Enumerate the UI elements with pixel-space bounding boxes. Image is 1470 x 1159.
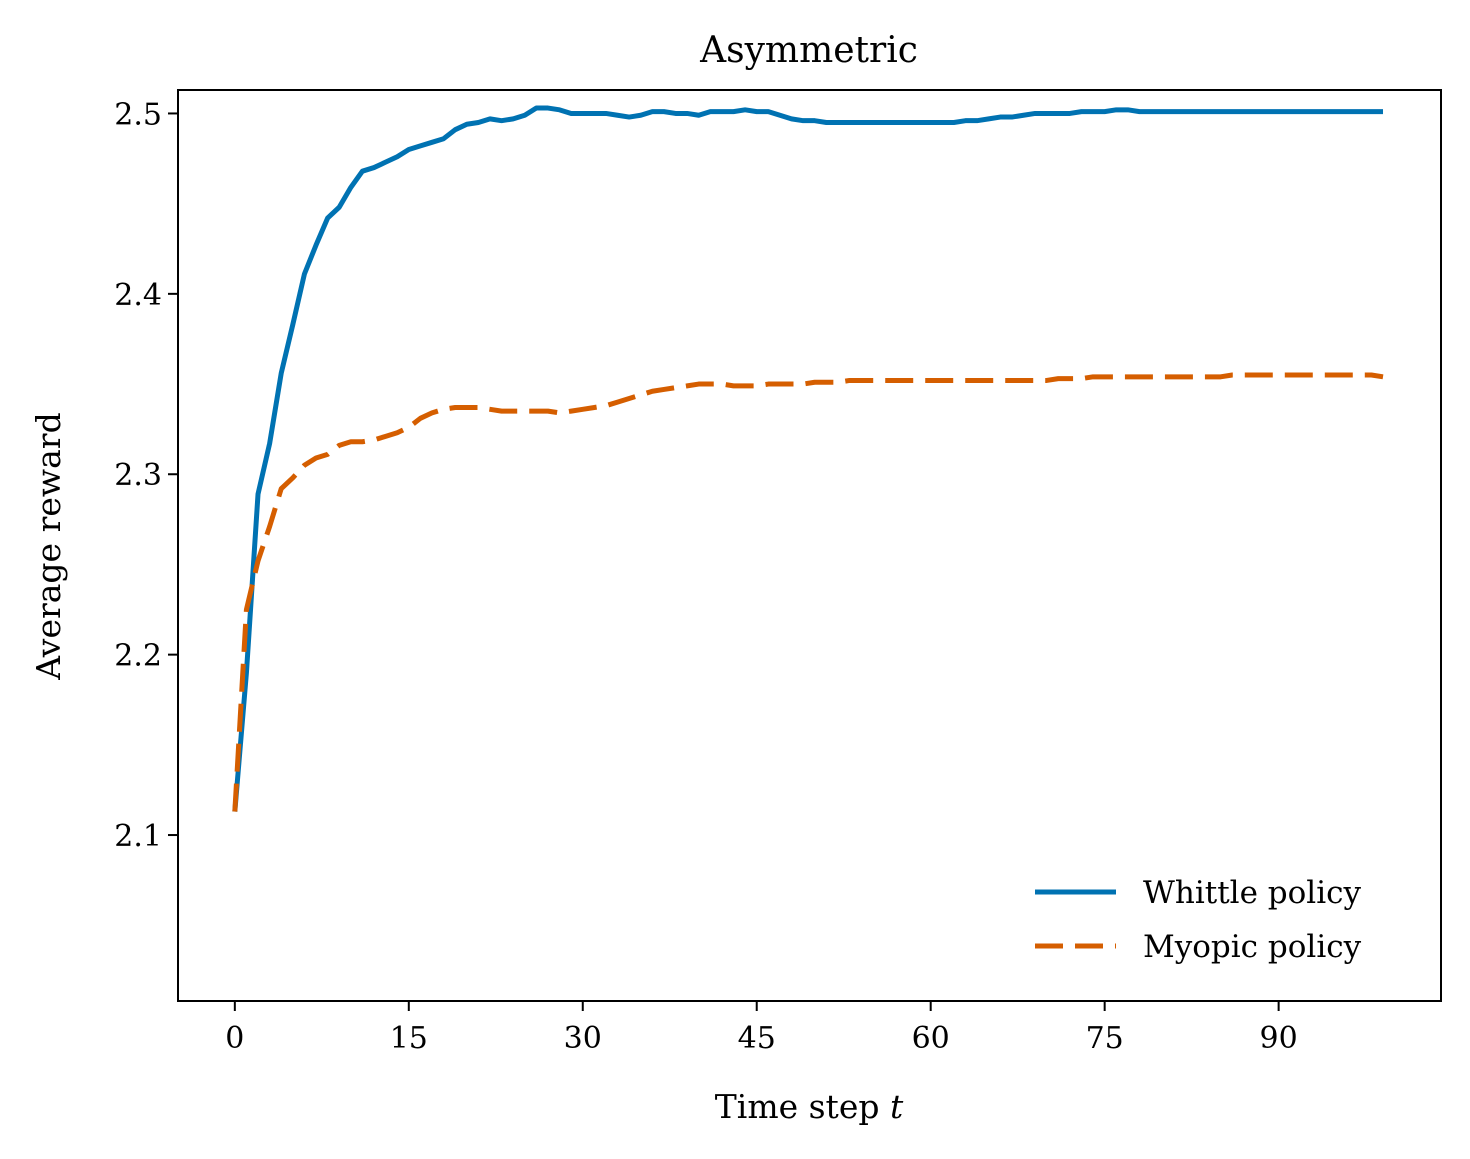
y-tick-label: 2.1 — [114, 819, 162, 854]
x-tick-label: 90 — [1260, 1021, 1298, 1056]
series-line-myopic — [232, 372, 1384, 812]
x-axis: 0 15 30 45 60 75 90 — [225, 1001, 1298, 1056]
chart-title: Asymmetric — [699, 30, 918, 71]
y-axis-label: Average reward — [29, 412, 68, 680]
series-layer — [232, 105, 1384, 812]
legend-label: Myopic policy — [1143, 929, 1362, 965]
legend: Whittle policy Myopic policy — [1035, 875, 1362, 965]
y-axis: 2.1 2.2 2.3 2.4 2.5 — [114, 97, 178, 854]
series-line-whittle — [232, 105, 1384, 812]
x-tick-label: 15 — [390, 1021, 428, 1056]
x-axis-label: Time step t — [715, 1087, 904, 1126]
plot-frame — [177, 89, 1442, 1002]
y-tick-label: 2.2 — [114, 639, 162, 674]
x-tick-label: 60 — [912, 1021, 950, 1056]
y-tick-label: 2.5 — [114, 97, 162, 132]
x-tick-label: 45 — [738, 1021, 776, 1056]
x-tick-label: 30 — [564, 1021, 602, 1056]
y-tick-label: 2.3 — [114, 458, 162, 493]
legend-label: Whittle policy — [1143, 875, 1361, 911]
x-tick-label: 75 — [1086, 1021, 1124, 1056]
y-tick-label: 2.4 — [114, 278, 162, 313]
x-tick-label: 0 — [225, 1021, 244, 1056]
